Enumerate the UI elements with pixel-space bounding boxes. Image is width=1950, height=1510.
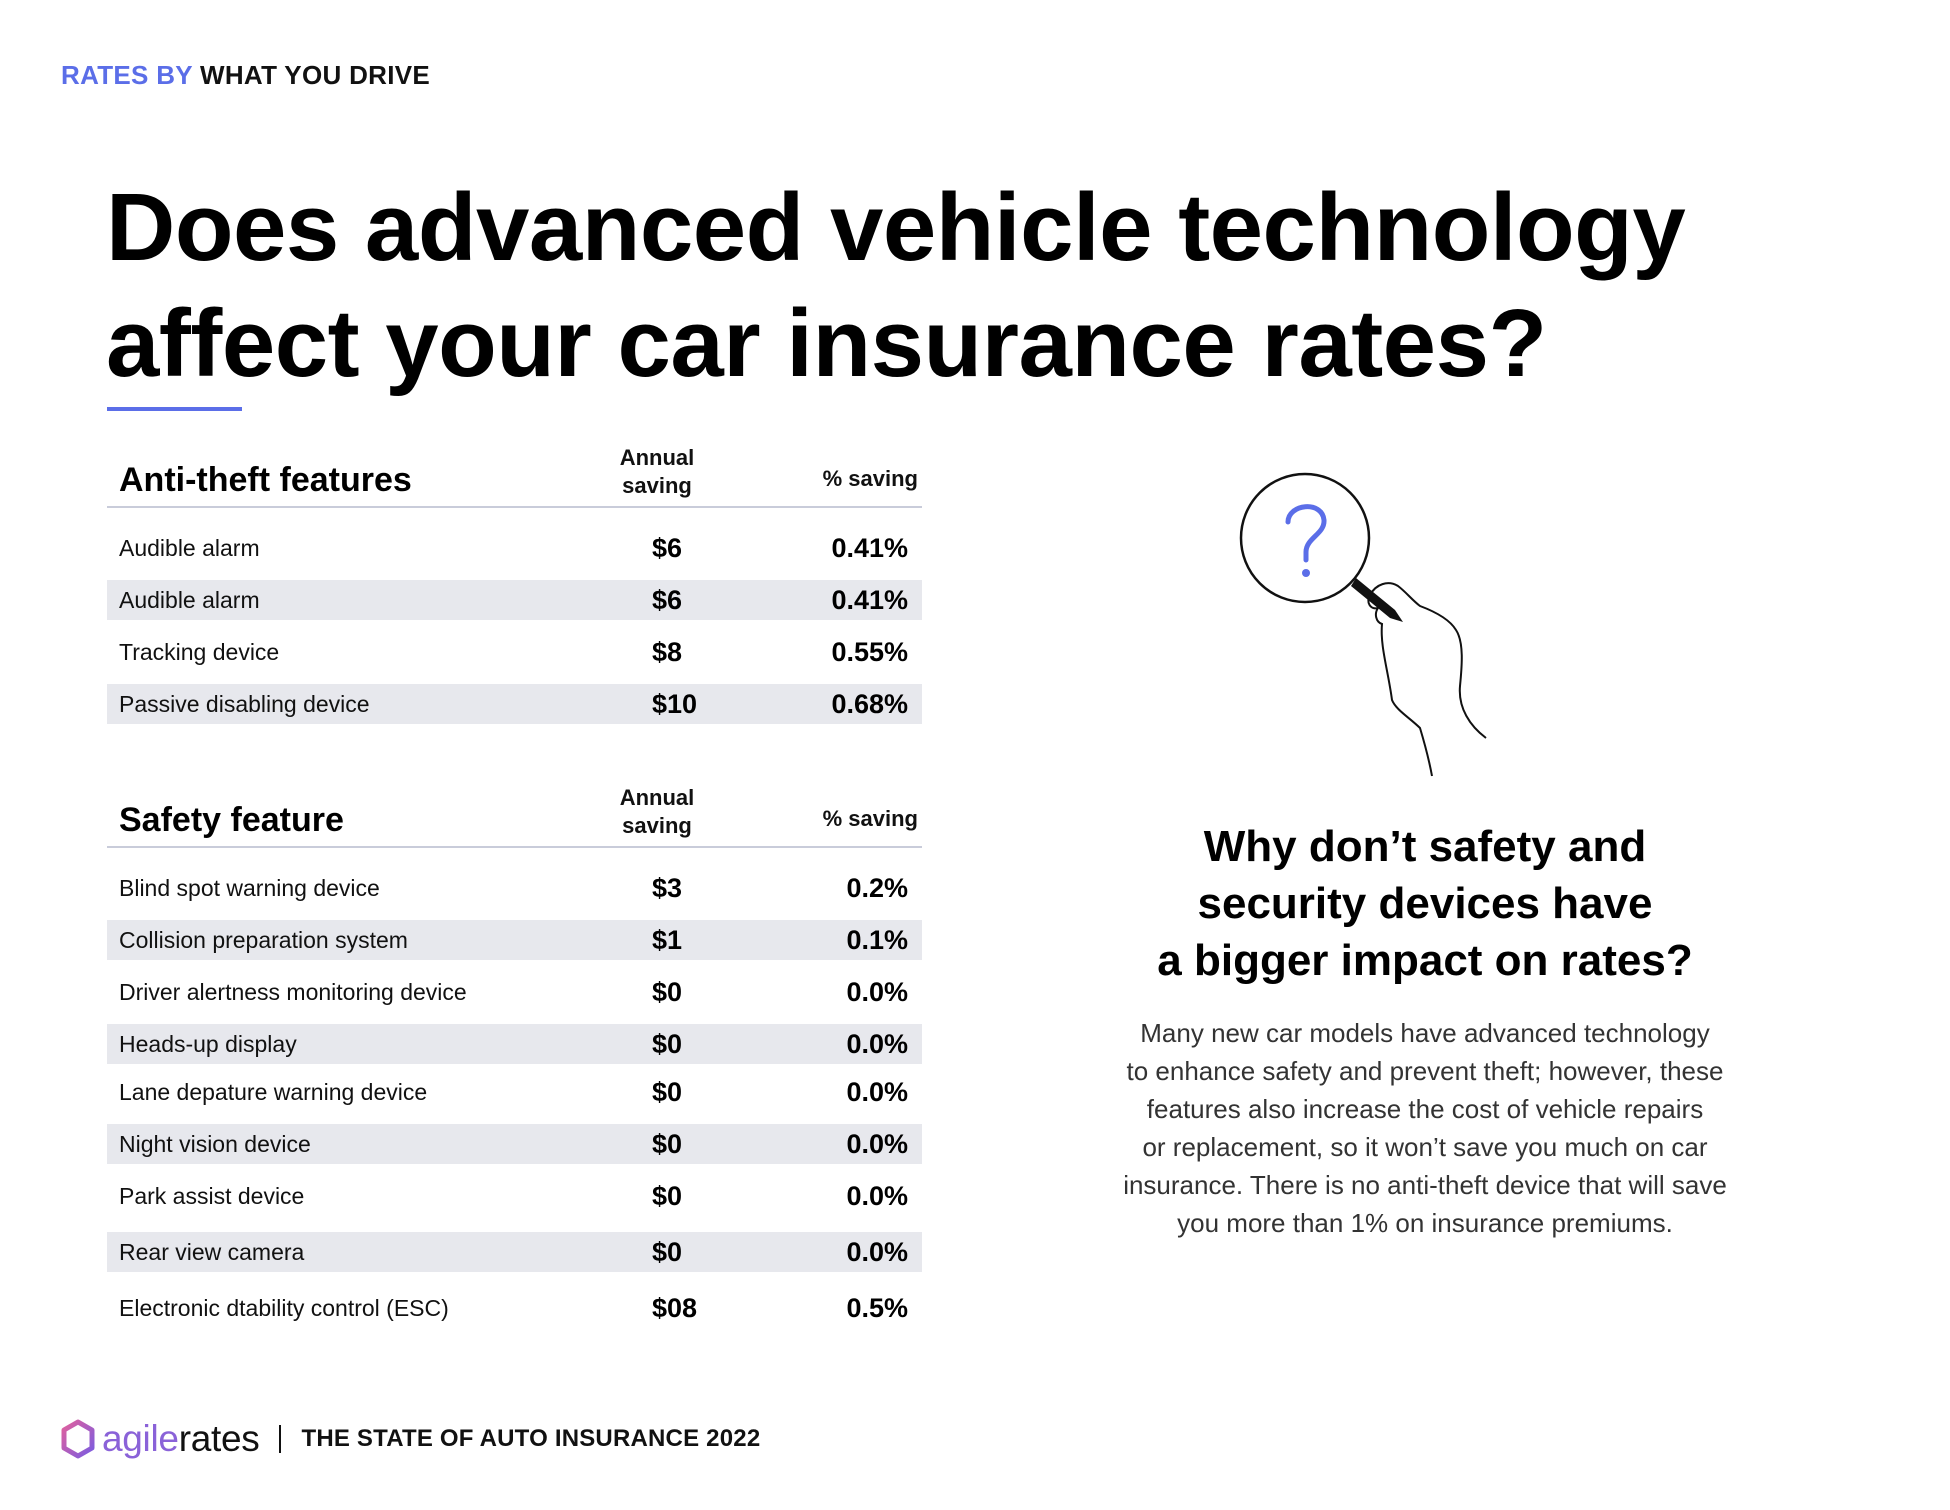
feature-name: Lane depature warning device [119, 1079, 428, 1105]
annual-saving-value: $6 [652, 585, 683, 615]
feature-name: Heads-up display [119, 1031, 297, 1057]
kicker-text: WHAT YOU DRIVE [200, 60, 431, 90]
percent-saving-value: 0.0% [846, 1181, 908, 1211]
side-paragraph-line: features also increase the cost of vehic… [1146, 1094, 1704, 1124]
feature-name: Tracking device [119, 639, 280, 665]
table-row: Audible alarm $6 0.41% [107, 528, 922, 568]
feature-name: Rear view camera [119, 1239, 305, 1265]
table-row: Passive disabling device $10 0.68% [107, 684, 922, 724]
percent-saving-value: 0.0% [846, 1129, 908, 1159]
percent-saving-header: % saving [822, 466, 918, 491]
feature-name: Driver alertness monitoring device [119, 979, 467, 1005]
feature-name: Audible alarm [119, 587, 260, 613]
safety-table-title: Safety feature [119, 801, 344, 839]
anti-theft-table-title: Anti-theft features [119, 461, 412, 499]
percent-saving-value: 0.0% [846, 1077, 908, 1107]
table-row: Park assist device $0 0.0% [107, 1176, 922, 1216]
side-heading: Why don’t safety and security devices ha… [1080, 818, 1770, 989]
percent-saving-value: 0.5% [846, 1293, 908, 1323]
feature-name: Passive disabling device [119, 691, 370, 717]
footer-title: THE STATE OF AUTO INSURANCE 2022 [301, 1425, 761, 1452]
annual-saving-header: Annual saving [619, 445, 695, 498]
table-row: Blind spot warning device $3 0.2% [107, 868, 922, 908]
table-row: Heads-up display $0 0.0% [107, 1024, 922, 1064]
annual-saving-value: $0 [652, 1181, 683, 1211]
annual-saving-value: $0 [652, 1077, 683, 1107]
feature-name: Collision preparation system [119, 927, 408, 953]
anti-theft-table-header: Anti-theft features Annual saving % savi… [107, 445, 922, 508]
annual-saving-value: $3 [652, 873, 683, 903]
percent-saving-value: 0.0% [846, 977, 908, 1007]
percent-saving-value: 0.55% [831, 637, 908, 667]
logo-part-agile: agile [102, 1418, 179, 1459]
side-paragraph-line: insurance. There is no anti-theft device… [1123, 1170, 1727, 1200]
footer-divider [279, 1425, 282, 1453]
table-row: Tracking device $8 0.55% [107, 632, 922, 672]
table-row: Driver alertness monitoring device $0 0.… [107, 972, 922, 1012]
percent-saving-header: % saving [822, 806, 918, 831]
footer: agilerates THE STATE OF AUTO INSURANCE 2… [58, 1414, 760, 1464]
table-row: Night vision device $0 0.0% [107, 1124, 922, 1164]
logo-part-rates: rates [178, 1418, 260, 1459]
percent-saving-value: 0.1% [846, 925, 908, 955]
title-accent-bar [107, 407, 242, 411]
section-kicker: RATES BY WHAT YOU DRIVE [61, 60, 430, 91]
safety-table-body: Blind spot warning device $3 0.2% Collis… [107, 868, 922, 1328]
agilerates-logo-icon [61, 1419, 95, 1459]
annual-saving-value: $8 [652, 637, 683, 667]
annual-saving-value: $0 [652, 1129, 683, 1159]
side-paragraph-line: to enhance safety and prevent theft; how… [1126, 1056, 1724, 1086]
feature-name: Night vision device [119, 1131, 311, 1157]
kicker-highlight: RATES BY [61, 60, 193, 90]
side-paragraph-line: you more than 1% on insurance premiums. [1177, 1208, 1673, 1238]
annual-saving-value: $6 [652, 533, 683, 563]
feature-name: Electronic dtability control (ESC) [119, 1295, 449, 1321]
anti-theft-table: Anti-theft features Annual saving % savi… [107, 445, 922, 724]
table-row: Audible alarm $6 0.41% [107, 580, 922, 620]
safety-table-header: Safety feature Annual saving % saving [107, 785, 922, 848]
annual-saving-value: $0 [652, 1029, 683, 1059]
side-heading-line: security devices have [1197, 879, 1653, 928]
feature-name: Park assist device [119, 1183, 305, 1209]
side-heading-line: Why don’t safety and [1203, 822, 1647, 871]
page-title: Does advanced vehicle technology affect … [106, 170, 1706, 402]
percent-saving-value: 0.68% [831, 689, 908, 719]
percent-saving-value: 0.0% [846, 1237, 908, 1267]
percent-saving-value: 0.0% [846, 1029, 908, 1059]
table-row: Lane depature warning device $0 0.0% [107, 1072, 922, 1112]
annual-saving-value: $0 [652, 977, 683, 1007]
side-heading-line: a bigger impact on rates? [1157, 936, 1693, 985]
anti-theft-table-body: Audible alarm $6 0.41% Audible alarm $6 … [107, 528, 922, 724]
annual-saving-value: $10 [652, 689, 698, 719]
page-title-line-1: Does advanced vehicle technology [106, 174, 1686, 281]
percent-saving-value: 0.2% [846, 873, 908, 903]
table-row: Rear view camera $0 0.0% [107, 1232, 922, 1272]
annual-saving-value: $08 [652, 1293, 698, 1323]
side-paragraph-line: or replacement, so it won’t save you muc… [1142, 1132, 1708, 1162]
feature-name: Blind spot warning device [119, 875, 380, 901]
percent-saving-value: 0.41% [831, 585, 908, 615]
side-paragraph: Many new car models have advanced techno… [1080, 1014, 1770, 1242]
table-row: Collision preparation system $1 0.1% [107, 920, 922, 960]
table-row: Electronic dtability control (ESC) $08 0… [107, 1288, 922, 1328]
feature-name: Audible alarm [119, 535, 260, 561]
percent-saving-value: 0.41% [831, 533, 908, 563]
page-title-line-2: affect your car insurance rates? [106, 290, 1547, 397]
agilerates-logo: agilerates [102, 1418, 260, 1460]
safety-table: Safety feature Annual saving % saving Bl… [107, 785, 922, 1328]
annual-saving-value: $1 [652, 925, 683, 955]
annual-saving-header: Annual saving [619, 785, 695, 838]
annual-saving-value: $0 [652, 1237, 683, 1267]
side-paragraph-line: Many new car models have advanced techno… [1140, 1018, 1710, 1048]
magnifying-glass-question-icon [1239, 472, 1487, 777]
